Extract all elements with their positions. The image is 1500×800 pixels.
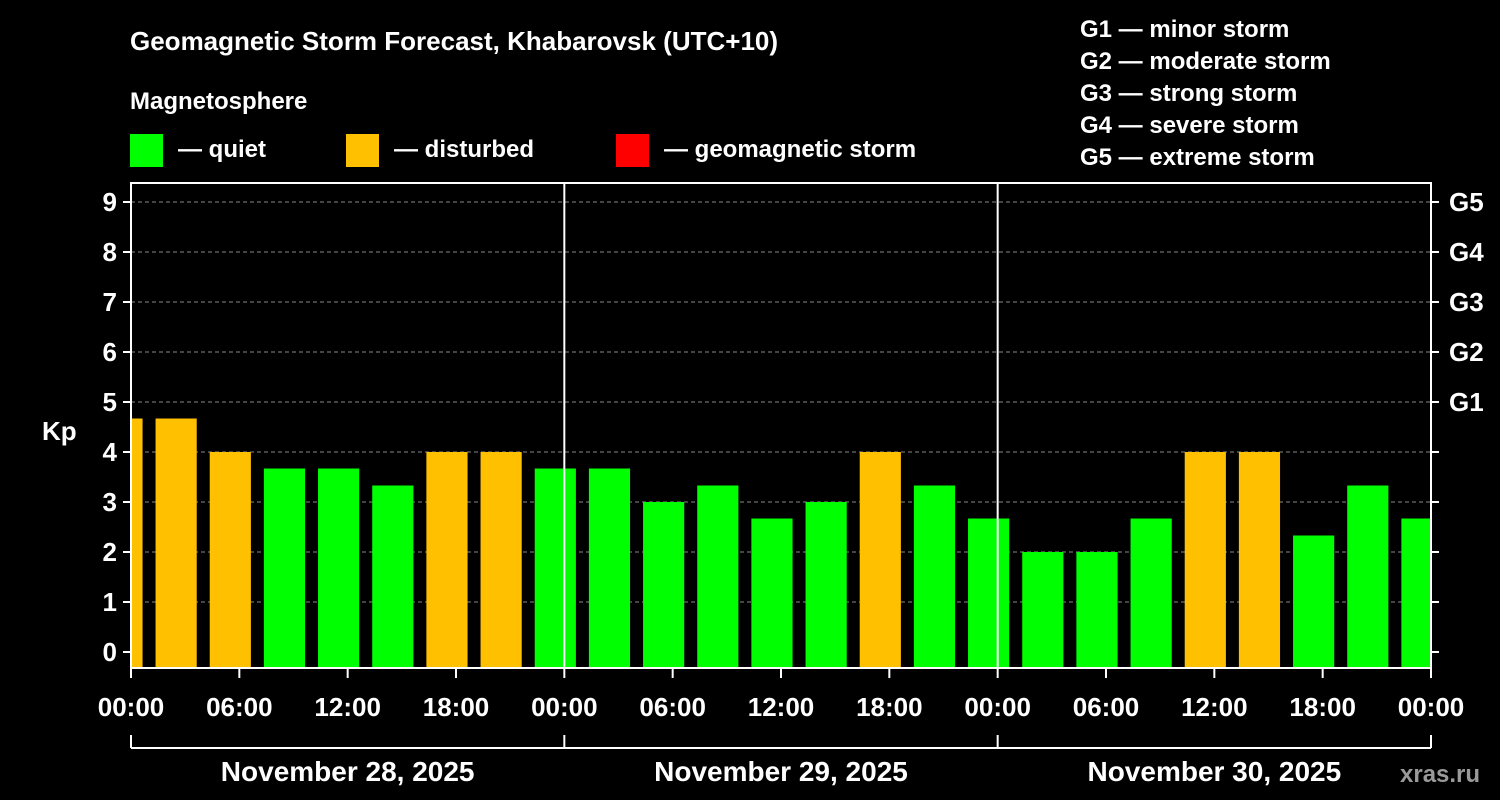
kp-bar-0 [131, 418, 143, 668]
legend-swatch-storm [616, 134, 649, 167]
x-tick-label-0: 00:00 [98, 692, 165, 722]
kp-bar-13 [805, 502, 847, 668]
g-scale-g1: G1 — minor storm [1080, 16, 1289, 43]
x-tick-label-10: 12:00 [1181, 692, 1248, 722]
legend-swatch-disturbed [346, 134, 379, 167]
g-scale-legend: G1 — minor storm G2 — moderate storm G3 … [1080, 16, 1331, 171]
g-scale-g5: G5 — extreme storm [1080, 144, 1315, 171]
kp-bar-22 [1293, 535, 1335, 668]
x-tick-label-6: 12:00 [748, 692, 815, 722]
x-tick-label-8: 00:00 [964, 692, 1031, 722]
legend-label-quiet: — quiet [178, 136, 266, 163]
legend-label-disturbed: — disturbed [394, 136, 534, 163]
x-tick-label-3: 18:00 [423, 692, 490, 722]
kp-bar-1 [155, 418, 197, 668]
g-tick-label-g4: G4 [1449, 237, 1484, 267]
kp-bar-18 [1076, 552, 1118, 668]
g-scale-g4: G4 — severe storm [1080, 112, 1299, 139]
kp-bar-23 [1347, 485, 1389, 668]
x-tick-label-11: 18:00 [1289, 692, 1356, 722]
x-tick-label-9: 06:00 [1073, 692, 1140, 722]
y-tick-label-7: 7 [103, 287, 117, 317]
kp-bar-4 [318, 468, 360, 668]
y-tick-label-4: 4 [103, 437, 118, 467]
x-tick-label-12: 00:00 [1398, 692, 1465, 722]
y-tick-label-9: 9 [103, 187, 117, 217]
y-tick-label-5: 5 [103, 387, 117, 417]
kp-bar-14 [859, 452, 901, 668]
axes: 0 1 2 3 4 5 6 7 8 9 G1 G2 G3 G4 G5 00:00 06:00 12:00 18:00… [98, 182, 1484, 787]
y-tick-label-8: 8 [103, 237, 117, 267]
x-tick-label-1: 06:00 [206, 692, 273, 722]
kp-bar-17 [1022, 552, 1064, 668]
chart-title: Geomagnetic Storm Forecast, Khabarovsk (… [130, 26, 778, 56]
day-label-0: November 28, 2025 [221, 756, 475, 787]
kp-bar-9 [588, 468, 631, 668]
x-tick-label-5: 06:00 [639, 692, 706, 722]
kp-bar-10 [643, 502, 685, 668]
legend-swatch-quiet [130, 134, 163, 167]
kp-bar-21 [1238, 452, 1281, 668]
y-tick-label-0: 0 [103, 637, 117, 667]
y-axis-label: Kp [42, 416, 77, 446]
kp-bar-16 [968, 518, 1010, 668]
g-tick-label-g5: G5 [1449, 187, 1484, 217]
kp-bar-2 [209, 452, 251, 668]
y-tick-label-6: 6 [103, 337, 117, 367]
day-label-1: November 29, 2025 [654, 756, 908, 787]
kp-bar-6 [426, 452, 468, 668]
kp-bar-3 [263, 468, 306, 668]
bars [131, 418, 1431, 668]
g-tick-label-g3: G3 [1449, 287, 1484, 317]
g-tick-label-g2: G2 [1449, 337, 1484, 367]
day-label-2: November 30, 2025 [1087, 756, 1341, 787]
x-tick-label-2: 12:00 [314, 692, 381, 722]
kp-bar-20 [1184, 452, 1226, 668]
y-tick-label-1: 1 [103, 587, 117, 617]
legend-section-title: Magnetosphere [130, 88, 307, 115]
g-tick-label-g1: G1 [1449, 387, 1484, 417]
legend-label-storm: — geomagnetic storm [664, 136, 916, 163]
kp-bar-24 [1401, 518, 1431, 668]
g-scale-g2: G2 — moderate storm [1080, 48, 1331, 75]
kp-bar-19 [1130, 518, 1172, 668]
kp-bar-5 [372, 485, 414, 668]
y-tick-label-3: 3 [103, 487, 117, 517]
x-tick-label-7: 18:00 [856, 692, 923, 722]
g-scale-g3: G3 — strong storm [1080, 80, 1297, 107]
x-tick-label-4: 00:00 [531, 692, 598, 722]
kp-bar-11 [697, 485, 739, 668]
kp-bar-12 [751, 518, 793, 668]
kp-bar-7 [480, 452, 522, 668]
kp-bar-8 [534, 468, 576, 668]
kp-bar-15 [913, 485, 956, 668]
watermark: xras.ru [1400, 761, 1480, 788]
y-tick-label-2: 2 [103, 537, 117, 567]
